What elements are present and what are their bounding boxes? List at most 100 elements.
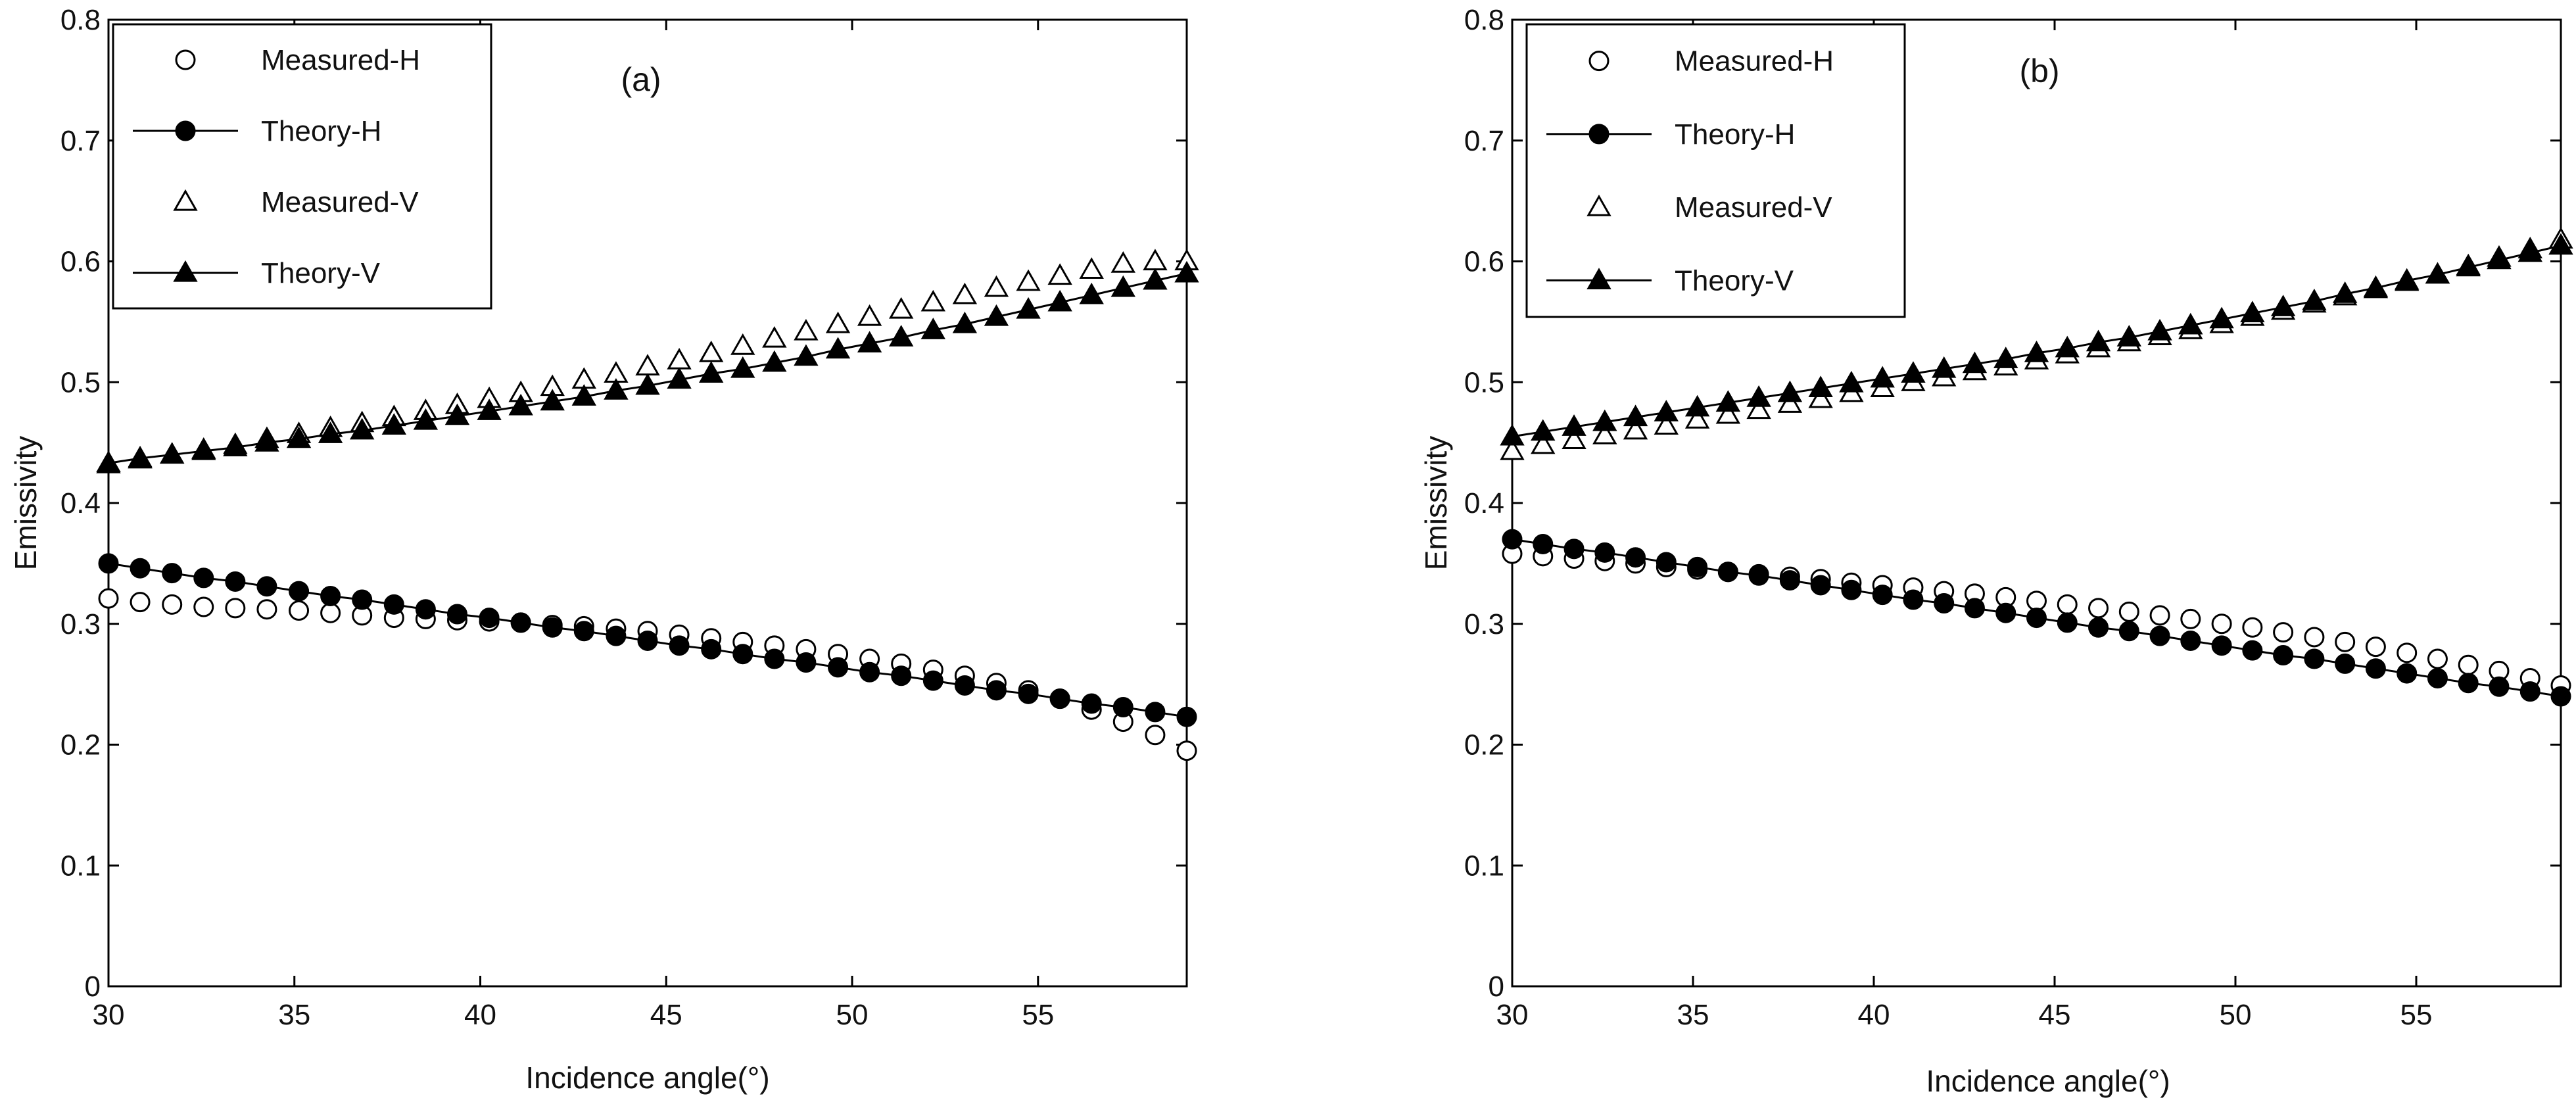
data-point-theory-h <box>1903 589 1924 610</box>
data-point-theory-v <box>349 418 375 440</box>
data-point-measured-v <box>1047 263 1072 285</box>
data-point-measured-h <box>2458 654 2479 675</box>
data-point-theory-v <box>2270 295 2296 316</box>
chart-panel-a: 30 35 40 45 50 55 0 0.1 0.2 0.3 0.4 0.5 0.6 0.7 0.8 Inc… <box>9 4 1199 1095</box>
data-point-theory-h <box>542 617 563 638</box>
y-tick-label: 0.2 <box>1464 729 1504 761</box>
data-point-theory-v <box>2055 335 2080 358</box>
data-point-measured-h <box>193 596 214 617</box>
data-point-theory-v <box>699 361 724 383</box>
data-point-theory-h <box>1872 585 1893 606</box>
data-point-theory-v <box>1079 282 1104 304</box>
data-point-measured-v <box>794 318 819 341</box>
data-point-theory-v <box>888 325 914 347</box>
data-point-theory-v <box>571 384 596 406</box>
legend-label-theory-h: Theory-H <box>1675 118 1795 151</box>
data-point-theory-v <box>160 442 185 464</box>
data-point-theory-v <box>1562 414 1586 436</box>
data-point-measured-v <box>1808 386 1833 408</box>
data-point-measured-v <box>857 304 882 326</box>
data-point-theory-h <box>2397 663 2418 684</box>
data-point-theory-v <box>2363 275 2389 297</box>
legend-marker-theory-v <box>173 260 198 282</box>
y-tick-label: 0.2 <box>60 729 101 761</box>
data-point-theory-v <box>984 304 1009 326</box>
series-measured-h <box>98 588 1197 761</box>
data-point-theory-h <box>2026 608 2047 629</box>
data-point-theory-v <box>1047 289 1072 312</box>
data-point-theory-h <box>1779 570 1800 591</box>
data-point-theory-h <box>986 680 1007 701</box>
x-tick-label: 35 <box>278 999 310 1031</box>
data-point-theory-v <box>1531 419 1556 441</box>
data-point-theory-h <box>1748 565 1769 586</box>
y-tick-label: 0.6 <box>60 246 101 278</box>
data-point-measured-h <box>2242 617 2263 638</box>
data-point-measured-v <box>1531 432 1556 454</box>
panel-label: (a) <box>621 61 661 98</box>
data-point-measured-h <box>2397 642 2418 663</box>
data-point-measured-h <box>2149 605 2170 626</box>
panel-label: (b) <box>2019 53 2059 89</box>
data-point-theory-v <box>2395 268 2420 290</box>
data-point-theory-h <box>828 657 849 678</box>
data-point-theory-h <box>1112 697 1133 718</box>
data-point-theory-h <box>669 635 690 656</box>
data-point-theory-h <box>98 553 119 574</box>
legend: Measured-H Theory-H Measured-V Theory-V <box>112 23 492 310</box>
data-point-theory-h <box>1810 575 1831 596</box>
legend-marker-theory-h <box>175 120 196 141</box>
data-point-theory-v <box>2302 289 2327 310</box>
data-point-measured-h <box>2026 590 2047 612</box>
data-point-theory-v <box>1839 370 1864 393</box>
data-point-theory-v <box>1174 260 1199 283</box>
data-point-theory-v <box>1500 423 1525 446</box>
data-point-measured-h <box>2211 613 2232 635</box>
data-point-theory-h <box>1964 598 1985 619</box>
data-point-theory-h <box>320 585 341 606</box>
data-point-theory-h <box>510 612 531 633</box>
data-point-theory-h <box>1502 529 1523 550</box>
data-point-theory-h <box>2519 681 2540 702</box>
x-tick-label: 55 <box>2400 999 2433 1031</box>
data-point-theory-h <box>130 558 151 579</box>
y-tick-label: 0.3 <box>1464 608 1504 640</box>
y-tick-label: 0.4 <box>1464 487 1504 519</box>
y-tick-label: 0 <box>1489 971 1504 1003</box>
data-point-theory-v <box>762 350 787 372</box>
data-point-theory-v <box>1746 385 1771 407</box>
data-point-theory-h <box>1145 702 1166 723</box>
data-point-theory-h <box>225 571 246 592</box>
y-tick-label: 0.8 <box>60 4 101 36</box>
data-point-measured-v <box>1654 413 1679 435</box>
data-point-theory-v <box>1962 351 1988 373</box>
data-point-measured-h <box>2118 601 2139 622</box>
chart-panel-b: 30 35 40 45 50 55 0 0.1 0.2 0.3 0.4 0.5 0.6 0.7 0.8 Inc… <box>1419 4 2573 1098</box>
data-point-theory-h <box>2118 621 2139 642</box>
y-tick-label: 0.5 <box>60 366 101 398</box>
data-point-theory-v <box>825 337 851 359</box>
data-point-measured-h <box>2335 631 2356 652</box>
data-point-theory-h <box>2057 612 2078 633</box>
data-point-theory-h <box>922 670 943 691</box>
x-tick-label: 50 <box>2220 999 2252 1031</box>
data-point-theory-v <box>2086 329 2111 352</box>
data-point-theory-v <box>2456 254 2481 277</box>
data-point-theory-v <box>2332 281 2358 303</box>
data-point-theory-h <box>1049 688 1070 709</box>
data-point-theory-v <box>2178 312 2203 335</box>
x-tick-label: 30 <box>1496 999 1529 1031</box>
data-point-theory-h <box>2489 676 2510 697</box>
legend-marker-measured-v <box>1586 195 1611 216</box>
data-point-theory-h <box>1717 562 1738 583</box>
series-theory-h <box>98 553 1197 727</box>
data-point-theory-h <box>1995 602 2016 623</box>
data-point-measured-v <box>1746 397 1771 420</box>
data-point-measured-v <box>1684 407 1710 429</box>
data-point-theory-v <box>2517 240 2542 262</box>
data-point-theory-h <box>954 675 975 696</box>
data-point-theory-h <box>162 563 183 584</box>
data-point-theory-v <box>254 430 279 452</box>
legend-box <box>112 23 492 310</box>
